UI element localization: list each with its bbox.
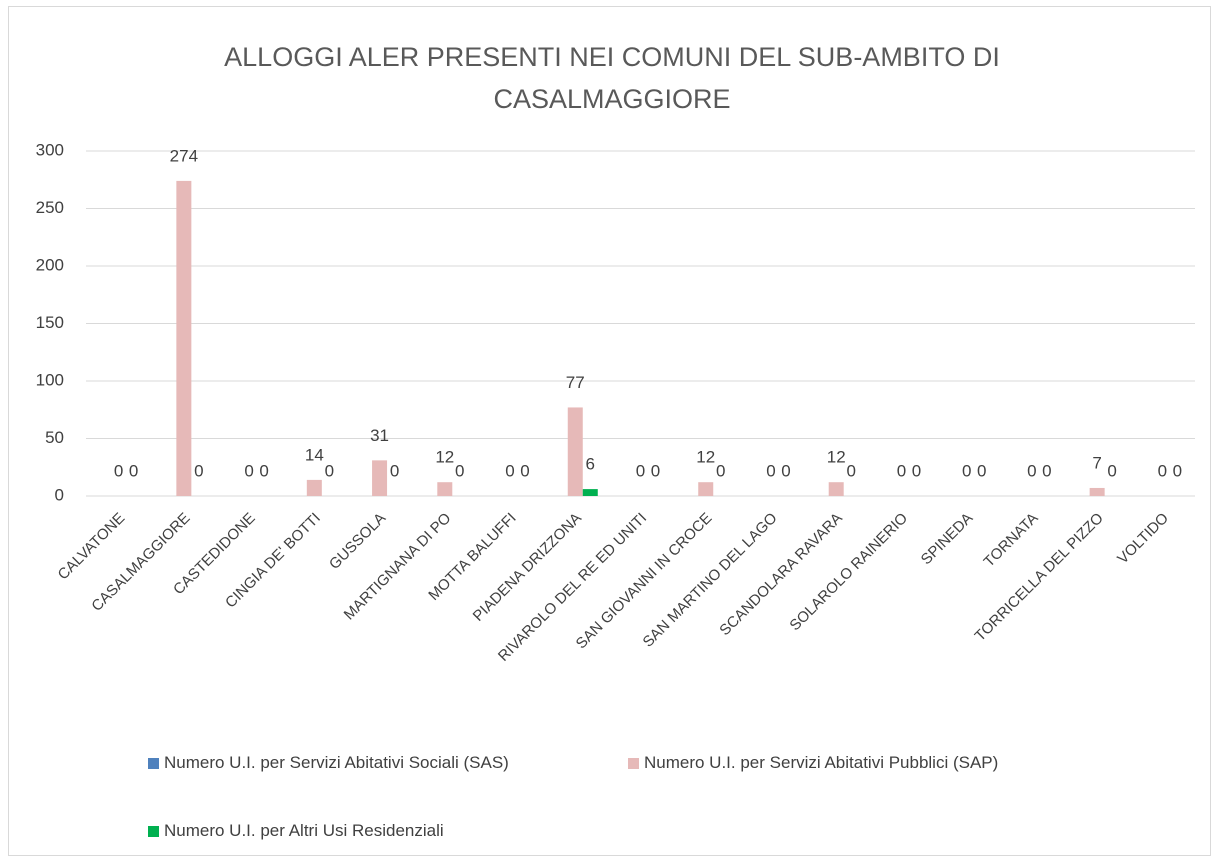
data-label: 0 xyxy=(259,461,268,480)
y-tick-label: 300 xyxy=(36,140,64,159)
data-label: 0 xyxy=(716,461,725,480)
x-tick-label: MARTIGNANA DI PO xyxy=(341,510,455,624)
bar xyxy=(582,489,598,496)
bar xyxy=(1089,487,1105,496)
data-label: 0 xyxy=(781,461,790,480)
bar xyxy=(306,479,322,496)
bar xyxy=(372,460,388,496)
data-label: 0 xyxy=(636,461,645,480)
data-label: 274 xyxy=(170,146,198,165)
legend-label: Numero U.I. per Altri Usi Residenziali xyxy=(164,821,444,840)
x-tick-label: SPINEDA xyxy=(918,510,977,569)
data-label: 0 xyxy=(244,461,253,480)
y-tick-label: 100 xyxy=(36,370,64,389)
y-tick-label: 0 xyxy=(55,485,64,504)
legend-entry: Numero U.I. per Servizi Abitativi Social… xyxy=(148,750,568,776)
legend-entry: Numero U.I. per Servizi Abitativi Pubbli… xyxy=(628,750,1108,776)
data-label: 0 xyxy=(520,461,529,480)
y-tick-label: 200 xyxy=(36,255,64,274)
legend-swatch xyxy=(628,758,639,769)
data-label: 7 xyxy=(1092,453,1101,472)
bar xyxy=(437,482,453,496)
x-tick-label: VOLTIDO xyxy=(1114,510,1172,568)
x-tick-label: CALVATONE xyxy=(55,510,129,584)
data-label: 0 xyxy=(1042,461,1051,480)
y-tick-label: 50 xyxy=(45,428,64,447)
data-label: 0 xyxy=(390,461,399,480)
data-label: 0 xyxy=(194,461,203,480)
data-label: 0 xyxy=(651,461,660,480)
x-tick-label: GUSSOLA xyxy=(326,510,389,573)
data-label: 0 xyxy=(897,461,906,480)
x-tick-label: SAN GIOVANNI IN CROCE xyxy=(573,510,716,653)
x-tick-label: TORNATA xyxy=(981,510,1042,571)
data-label: 0 xyxy=(129,461,138,480)
data-label: 12 xyxy=(827,448,846,467)
bar xyxy=(176,180,192,496)
data-label: 0 xyxy=(325,461,334,480)
data-label: 0 xyxy=(766,461,775,480)
data-label: 0 xyxy=(912,461,921,480)
chart-frame xyxy=(8,6,1211,856)
legend-label: Numero U.I. per Servizi Abitativi Pubbli… xyxy=(644,753,999,772)
x-tick-label: PIADENA DRIZZONA xyxy=(470,510,585,625)
data-label: 0 xyxy=(1107,461,1116,480)
legend-swatch xyxy=(148,758,159,769)
legend-swatch xyxy=(148,826,159,837)
data-label: 6 xyxy=(586,455,595,474)
x-tick-label: TORRICELLA DEL PIZZO xyxy=(972,510,1107,645)
x-tick-label: SAN MARTINO DEL LAGO xyxy=(640,510,781,651)
data-label: 0 xyxy=(1173,461,1182,480)
data-label: 14 xyxy=(305,445,324,464)
chart-title: ALLOGGI ALER PRESENTI NEI COMUNI DEL SUB… xyxy=(224,42,1000,114)
bar xyxy=(698,482,714,496)
data-label: 0 xyxy=(114,461,123,480)
data-label: 0 xyxy=(455,461,464,480)
bar xyxy=(828,482,844,496)
data-label: 0 xyxy=(505,461,514,480)
y-tick-label: 150 xyxy=(36,313,64,332)
data-label: 77 xyxy=(566,373,585,392)
data-label: 0 xyxy=(1158,461,1167,480)
y-tick-label: 250 xyxy=(36,198,64,217)
x-tick-label: SOLAROLO RAINERIO xyxy=(786,510,911,635)
data-label: 31 xyxy=(370,426,389,445)
data-label: 0 xyxy=(846,461,855,480)
data-label: 0 xyxy=(977,461,986,480)
data-label: 0 xyxy=(1027,461,1036,480)
data-label: 12 xyxy=(696,448,715,467)
legend-label: Numero U.I. per Servizi Abitativi Social… xyxy=(164,753,509,772)
bar xyxy=(567,407,583,496)
x-tick-label: SCANDOLARA RAVARA xyxy=(716,510,846,640)
legend-entry: Numero U.I. per Altri Usi Residenziali xyxy=(148,818,628,844)
data-label: 12 xyxy=(435,448,454,467)
data-label: 0 xyxy=(962,461,971,480)
